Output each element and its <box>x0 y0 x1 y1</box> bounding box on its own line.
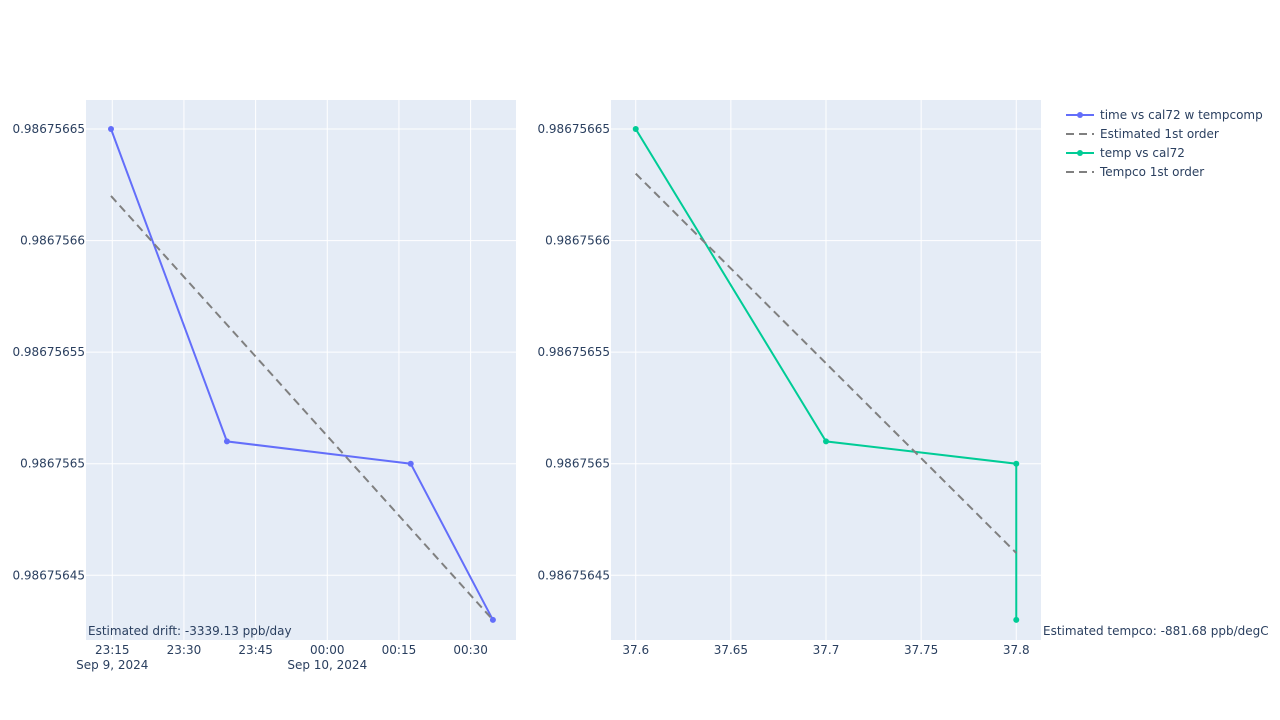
x-tick-label: 00:15 <box>382 643 417 657</box>
y-tick-label: 0.98675645 <box>12 568 85 582</box>
x-tick-label: 23:15 <box>95 643 130 657</box>
x-tick-date-label: Sep 9, 2024 <box>76 658 148 672</box>
annotation: Estimated tempco: -881.68 ppb/degC <box>1043 624 1269 638</box>
y-tick-label: 0.98675645 <box>537 568 610 582</box>
x-tick-label: 37.75 <box>904 643 938 657</box>
y-tick-label: 0.98675665 <box>12 122 85 136</box>
legend-item[interactable]: Estimated 1st order <box>1066 127 1219 141</box>
legend-item[interactable]: temp vs cal72 <box>1066 146 1185 160</box>
legend-marker <box>1077 112 1083 118</box>
legend: time vs cal72 w tempcomp Estimated 1st or… <box>1066 108 1263 179</box>
x-tick-label: 00:00 <box>310 643 345 657</box>
data-point <box>223 438 230 445</box>
data-point <box>632 126 639 133</box>
data-point <box>1013 460 1020 467</box>
x-tick-date-label: Sep 10, 2024 <box>287 658 367 672</box>
y-tick-label: 0.9867565 <box>20 457 85 471</box>
annotation: Estimated drift: -3339.13 ppb/day <box>88 624 292 638</box>
data-point <box>823 438 829 445</box>
y-tick-label: 0.9867566 <box>20 234 85 248</box>
y-tick-label: 0.98675655 <box>537 345 610 359</box>
legend-label: Estimated 1st order <box>1100 127 1219 141</box>
x-tick-label: 37.7 <box>813 643 840 657</box>
right-chart-panel: 37.6 37.65 37.7 37.75 37.8 0.98675645 0.986756… <box>537 100 1269 657</box>
series-line <box>634 128 1018 620</box>
y-tick-label: 0.9867566 <box>545 234 610 248</box>
legend-item[interactable]: time vs cal72 w tempcomp <box>1066 108 1263 122</box>
x-tick-label: 00:30 <box>453 643 488 657</box>
data-point <box>407 460 414 467</box>
data-point <box>108 126 115 133</box>
legend-label: Tempco 1st order <box>1099 165 1204 179</box>
data-point <box>489 616 496 623</box>
x-tick-label: 23:30 <box>167 643 202 657</box>
x-tick-label: 37.65 <box>714 643 748 657</box>
x-tick-label: 37.6 <box>622 643 649 657</box>
series-line <box>110 195 494 621</box>
series-line <box>110 128 494 621</box>
x-tick-label: 37.8 <box>1003 643 1030 657</box>
legend-label: time vs cal72 w tempcomp <box>1100 108 1263 122</box>
legend-marker <box>1077 150 1083 156</box>
y-tick-label: 0.98675665 <box>537 122 610 136</box>
data-point <box>1013 616 1020 623</box>
y-tick-label: 0.9867565 <box>545 457 610 471</box>
plot-area <box>86 100 516 640</box>
legend-item[interactable]: Tempco 1st order <box>1066 165 1204 179</box>
y-tick-label: 0.98675655 <box>12 345 85 359</box>
legend-label: temp vs cal72 <box>1100 146 1185 160</box>
series-line <box>635 172 1017 554</box>
x-tick-label: 23:45 <box>238 643 273 657</box>
